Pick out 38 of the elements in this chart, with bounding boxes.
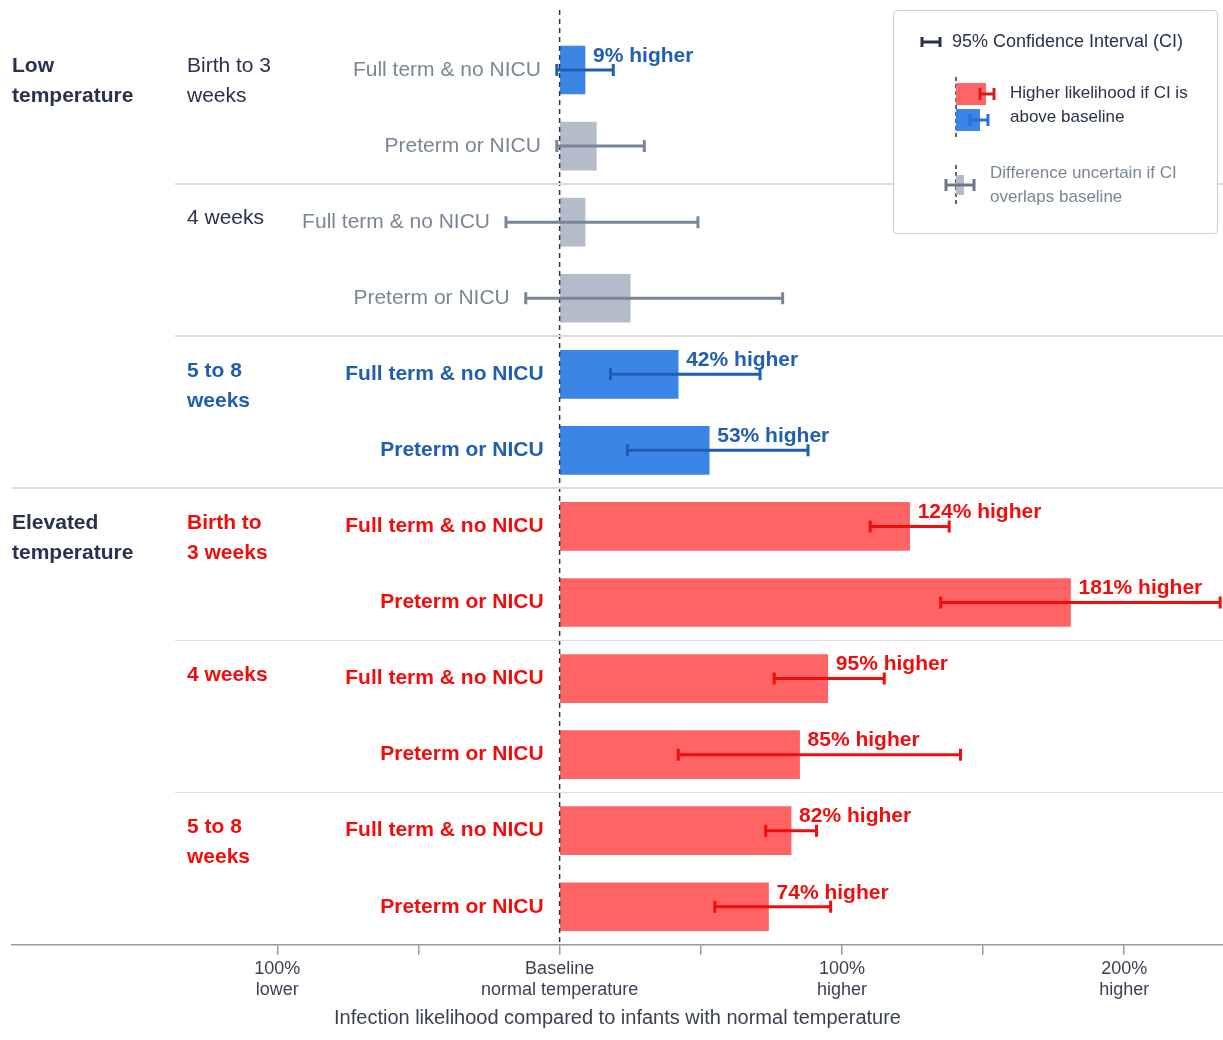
annotation: 4 weeks xyxy=(187,205,265,229)
x-tick-label: Baseline normal temperature xyxy=(481,957,639,1000)
data-label: 42% higher xyxy=(686,347,799,371)
annotation: 5 to 8 weeks xyxy=(186,814,251,867)
annotation: Elevated temperature xyxy=(12,509,134,563)
y-tick-label: Preterm or NICU xyxy=(380,741,544,765)
x-tick-label: 200% higher xyxy=(1099,957,1150,1000)
y-tick-label: Preterm or NICU xyxy=(380,589,544,613)
data-label: 82% higher xyxy=(799,803,912,827)
data-label: 95% higher xyxy=(835,651,948,675)
key-panel: 95% Confidence Interval (CI) Higher likelihood if CI is above baseline Difference uncertain if CI overlaps baseline xyxy=(893,10,1218,234)
y-tick-label: Preterm or NICU xyxy=(380,893,544,917)
data-label: 74% higher xyxy=(776,879,889,903)
data-label: 9% higher xyxy=(593,42,694,66)
annotation: Higher likelihood if CI is above baseline xyxy=(1010,82,1189,128)
annotation: Low temperature xyxy=(12,53,134,107)
y-tick-label: Full term & no NICU xyxy=(345,665,544,689)
x-axis-title: Infection likelihood compared to infants with normal temperature xyxy=(334,1005,901,1028)
x-tick-label: 100% higher xyxy=(816,957,867,1000)
data-label: 85% higher xyxy=(807,727,920,751)
annotation: Difference uncertain if CI overlaps baseline xyxy=(990,162,1178,208)
data-label: 124% higher xyxy=(917,499,1042,523)
annotation: Birth to 3 weeks xyxy=(186,53,272,107)
annotation: 95% Confidence Interval (CI) xyxy=(952,31,1184,52)
annotation: 4 weeks xyxy=(187,661,268,685)
annotation: Birth to 3 weeks xyxy=(187,509,268,563)
y-tick-label: Full term & no NICU xyxy=(345,361,544,385)
y-tick-label: Full term & no NICU xyxy=(302,208,490,232)
annotation: 5 to 8 weeks xyxy=(186,357,251,411)
y-tick-label: Full term & no NICU xyxy=(345,513,544,537)
y-tick-label: Preterm or NICU xyxy=(353,285,510,309)
y-tick-label: Preterm or NICU xyxy=(384,132,541,156)
data-label: 181% higher xyxy=(1078,575,1203,599)
y-tick-label: Full term & no NICU xyxy=(352,56,541,80)
y-tick-label: Preterm or NICU xyxy=(380,437,544,461)
y-tick-label: Full term & no NICU xyxy=(345,817,544,841)
data-label: 53% higher xyxy=(717,423,830,447)
x-tick-label: 100% lower xyxy=(254,957,301,1000)
